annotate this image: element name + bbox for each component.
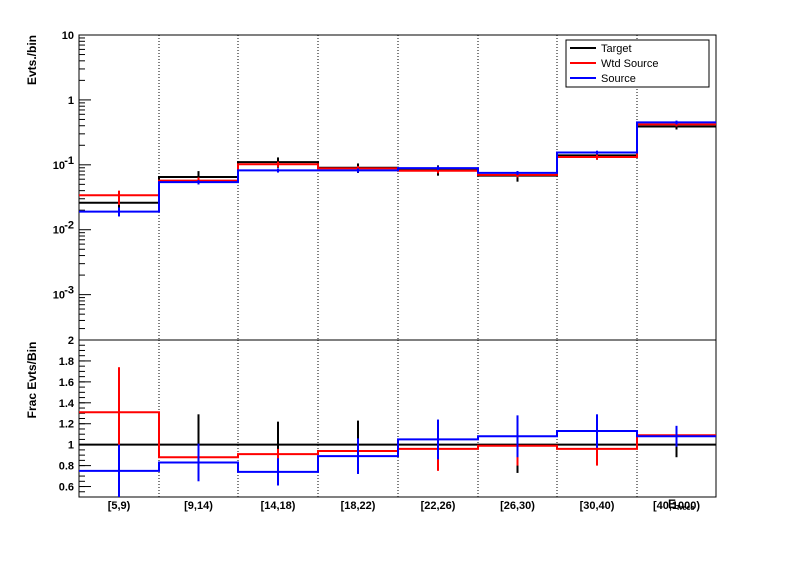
x-tick-label: [22,26) [421, 500, 456, 512]
bottom-panel: 2 1.8 1.6 1.4 1.2 1 0.8 0.6 [5,9) [9,14) [14,18) [1… [59, 335, 717, 512]
bottom-y-tick-label: 2 [68, 335, 74, 347]
x-tick-label: [14,18) [261, 500, 296, 512]
bottom-y-tick-label: 1.6 [59, 377, 74, 389]
top-y-tick-exponent: -3 [64, 285, 74, 297]
bottom-y-tick-label: 0.6 [59, 482, 74, 494]
x-tick-label: [18,22) [341, 500, 376, 512]
bottom-step-line [79, 430, 716, 473]
top-series-source [79, 120, 716, 217]
x-tick-label: [26,30) [500, 500, 535, 512]
legend-label: Target [601, 43, 632, 55]
top-step-line [79, 121, 716, 213]
x-axis-title-subscript: Treco [676, 505, 695, 512]
x-axis-title: ETreco [668, 497, 695, 512]
top-y-tick-label: 10 [53, 160, 65, 172]
bottom-y-tick-label: 1.4 [59, 398, 75, 410]
bottom-y-axis-title: Frac Evts/Bin [25, 342, 39, 419]
bottom-y-tick-label: 1 [68, 440, 74, 452]
top-y-tick-label: 10 [53, 225, 65, 237]
top-y-tick-label: 10 [62, 30, 74, 42]
x-tick-label: [5,9) [108, 500, 131, 512]
bottom-y-tick-label: 1.8 [59, 356, 74, 368]
top-y-tick-exponent: -2 [64, 220, 74, 232]
bottom-y-tick-label: 0.8 [59, 461, 74, 473]
top-y-tick-exponent: -1 [64, 155, 74, 167]
legend-label: Source [601, 73, 636, 85]
top-y-tick-label: 10 [53, 290, 65, 302]
top-y-axis-title: Evts./bin [25, 35, 39, 85]
bottom-y-tick-label: 1.2 [59, 419, 74, 431]
bottom-series-source [79, 414, 716, 497]
x-axis-title-main: E [668, 497, 676, 511]
x-tick-label: [30,40) [580, 500, 615, 512]
top-y-tick-label: 1 [68, 95, 74, 107]
x-tick-label: [40,1000) [653, 500, 700, 512]
legend-label: Wtd Source [601, 58, 658, 70]
legend: Target Wtd Source Source [565, 39, 710, 88]
x-tick-label: [9,14) [184, 500, 213, 512]
